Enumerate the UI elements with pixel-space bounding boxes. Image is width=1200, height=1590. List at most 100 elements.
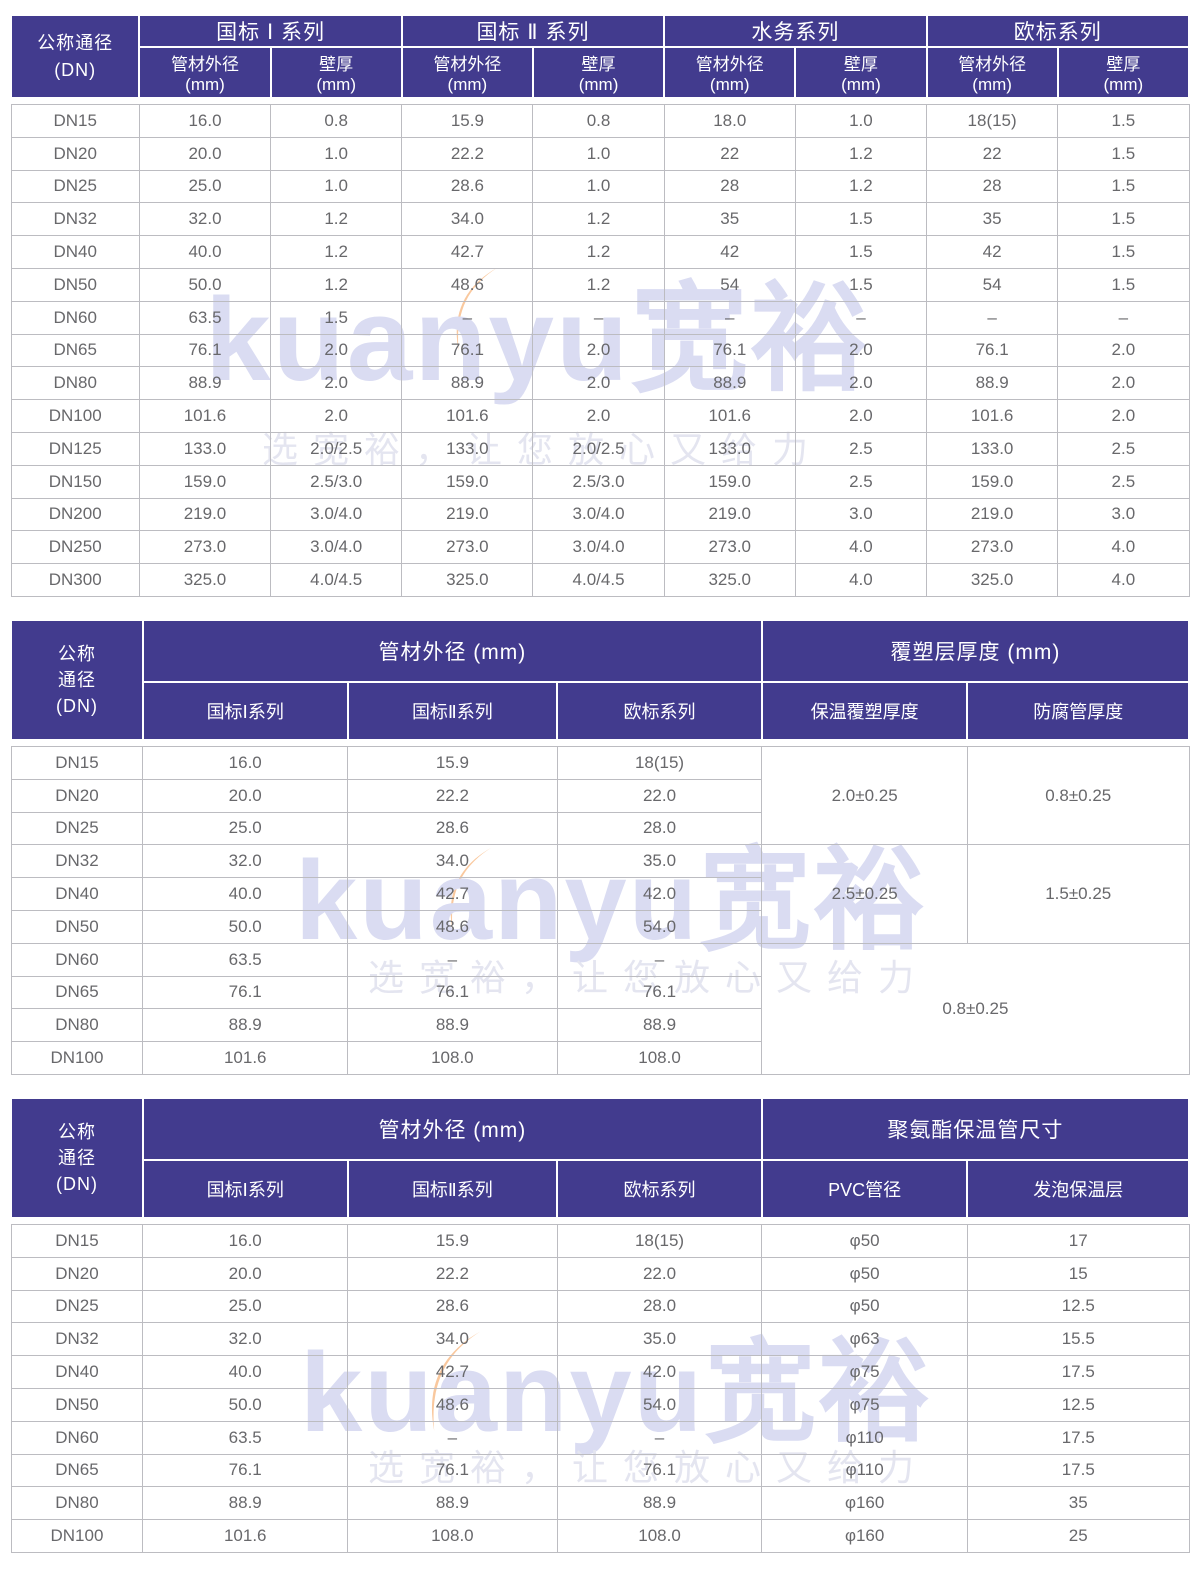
value-cell: 1.0 xyxy=(794,104,928,138)
value-cell: 4.0 xyxy=(794,530,928,565)
value-cell: φ160 xyxy=(761,1486,968,1521)
value-cell: 35 xyxy=(966,1486,1190,1521)
value-cell: 1.5 xyxy=(1057,169,1190,204)
row-label-cell: DN60 xyxy=(10,942,144,977)
value-cell: 42.0 xyxy=(556,877,763,911)
row-label-cell: DN50 xyxy=(10,267,140,302)
value-cell: 1.5 xyxy=(1057,267,1190,302)
value-cell: 15.9 xyxy=(347,1223,558,1258)
value-cell: 2.0 xyxy=(532,333,665,368)
value-cell: 42 xyxy=(926,235,1059,269)
column-subheader: 壁厚 (mm) xyxy=(794,46,928,99)
value-cell: 48.6 xyxy=(347,909,558,944)
value-cell: 2.0 xyxy=(1057,333,1190,368)
table-row: DN15 16.0 15.9 18(15) 2.0±0.25 0.8±0.25 xyxy=(10,745,1190,846)
value-cell: 3.0/4.0 xyxy=(270,497,403,532)
value-cell: 25.0 xyxy=(142,1289,349,1324)
spec-sheet-page: kuanyu宽裕 选宽裕，让您放心又给力 kuanyu宽裕 选宽裕，让您放心又给… xyxy=(0,14,1200,1590)
value-cell: 2.5±0.25 xyxy=(761,844,968,944)
value-cell: 76.1 xyxy=(138,333,272,368)
value-cell: 219.0 xyxy=(138,497,272,532)
value-cell: 22 xyxy=(926,136,1059,171)
value-cell: 273.0 xyxy=(926,530,1059,565)
value-cell: 325.0 xyxy=(663,563,796,597)
value-cell: 32.0 xyxy=(138,202,272,237)
value-cell: 18(15) xyxy=(556,1223,763,1258)
column-group-header: 欧标系列 xyxy=(925,14,1191,48)
value-cell: 159.0 xyxy=(926,464,1059,499)
table-row: DN100 101.6 108.0 108.0 xyxy=(10,1041,1189,1075)
table-row: DN250 273.0 3.0/4.0 273.0 3.0/4.0 273.0 4.0 273… xyxy=(10,530,1190,565)
row-label-cell: DN15 xyxy=(10,745,144,780)
row-label-cell: DN65 xyxy=(10,975,144,1010)
row-label-cell: DN32 xyxy=(10,844,144,879)
value-cell: 325.0 xyxy=(401,563,534,597)
column-subheader: 壁厚 (mm) xyxy=(531,46,666,99)
table-row: DN25 25.0 28.6 28.0 φ50 12.5 xyxy=(10,1289,1190,1324)
value-cell: 1.2 xyxy=(532,235,665,269)
value-cell: 4.0/4.5 xyxy=(270,563,403,597)
row-label-cell: DN80 xyxy=(10,1008,144,1043)
value-cell: 0.8 xyxy=(270,104,403,138)
row-label-cell: DN25 xyxy=(10,169,140,204)
value-cell: – xyxy=(663,300,796,335)
value-cell: 88.9 xyxy=(142,1486,349,1521)
value-cell: 40.0 xyxy=(142,877,349,911)
value-cell: 76.1 xyxy=(347,975,558,1010)
header-dn: 公称 通径 (DN) xyxy=(10,1096,144,1219)
value-cell: 15 xyxy=(966,1256,1190,1291)
value-cell: 2.0 xyxy=(1057,366,1190,401)
value-cell: 1.5 xyxy=(1057,235,1190,269)
table-row: DN20 20.0 1.0 22.2 1.0 22 1.2 22 1.5 xyxy=(10,136,1190,171)
row-label-cell: DN250 xyxy=(10,530,140,565)
value-cell: 88.9 xyxy=(401,366,534,401)
table-row: DN40 40.0 1.2 42.7 1.2 42 1.5 42 1.5 xyxy=(10,235,1190,269)
value-cell: 28.0 xyxy=(556,1289,763,1324)
table-row: DN300 325.0 4.0/4.5 325.0 4.0/4.5 325.0 4.0 325… xyxy=(10,563,1190,597)
value-cell: 3.0/4.0 xyxy=(532,530,665,565)
value-cell: 1.2 xyxy=(532,267,665,302)
value-cell: 54.0 xyxy=(556,909,763,944)
value-cell: 15.9 xyxy=(401,104,534,138)
row-label-cell: DN50 xyxy=(10,1387,144,1422)
table-row: DN50 50.0 48.6 54.0 φ75 12.5 xyxy=(10,1387,1190,1422)
value-cell: 2.0 xyxy=(794,333,928,368)
row-label-cell: DN100 xyxy=(10,1041,144,1075)
value-cell: 2.5/3.0 xyxy=(270,464,403,499)
value-cell: 133.0 xyxy=(926,431,1059,466)
value-cell: 2.5 xyxy=(1057,431,1190,466)
value-cell: φ75 xyxy=(761,1355,968,1389)
row-label-cell: DN200 xyxy=(10,497,140,532)
row-label-cell: DN150 xyxy=(10,464,140,499)
pu-insulation-table: 公称 通径 (DN) 管材外径 (mm) 聚氨酯保温管尺寸 国标Ⅰ系列 国标Ⅱ系列 … xyxy=(10,1096,1191,1553)
value-cell: 32.0 xyxy=(142,1322,349,1357)
table-row: DN65 76.1 76.1 76.1 φ110 17.5 xyxy=(10,1453,1190,1488)
row-label-cell: DN40 xyxy=(10,235,140,269)
value-cell: 40.0 xyxy=(138,235,272,269)
header-dn: 公称 通径 (DN) xyxy=(10,618,144,741)
column-subheader: PVC管径 xyxy=(760,1158,969,1219)
table-row: DN20 20.0 22.2 22.0 φ50 15 xyxy=(10,1256,1190,1291)
value-cell: 1.0 xyxy=(270,169,403,204)
value-cell: 101.6 xyxy=(142,1041,349,1075)
value-cell: 133.0 xyxy=(663,431,796,466)
value-cell: 18(15) xyxy=(926,104,1059,138)
row-label-cell: DN100 xyxy=(10,1519,144,1553)
table-row: DN65 76.1 2.0 76.1 2.0 76.1 2.0 76.1 2.0 xyxy=(10,333,1190,368)
table-row: DN60 63.5– – φ110 17.5 xyxy=(10,1420,1190,1455)
table-row: DN25 25.0 1.0 28.6 1.0 28 1.2 28 1.5 xyxy=(10,169,1190,204)
value-cell: 108.0 xyxy=(347,1041,558,1075)
value-cell: 35 xyxy=(663,202,796,237)
table-row: DN150 159.0 2.5/3.0 159.0 2.5/3.0 159.0 2.5 159… xyxy=(10,464,1190,499)
value-cell: 88.9 xyxy=(926,366,1059,401)
table-row: DN80 88.9 88.9 88.9 φ160 35 xyxy=(10,1486,1190,1521)
value-cell: 133.0 xyxy=(138,431,272,466)
value-cell: 18(15) xyxy=(556,745,763,780)
value-cell: 32.0 xyxy=(142,844,349,879)
value-cell: 28.0 xyxy=(556,811,763,846)
value-cell: 2.0 xyxy=(532,366,665,401)
value-cell: φ50 xyxy=(761,1256,968,1291)
value-cell: 20.0 xyxy=(138,136,272,171)
value-cell: 2.0 xyxy=(1057,399,1190,433)
value-cell: 4.0 xyxy=(794,563,928,597)
